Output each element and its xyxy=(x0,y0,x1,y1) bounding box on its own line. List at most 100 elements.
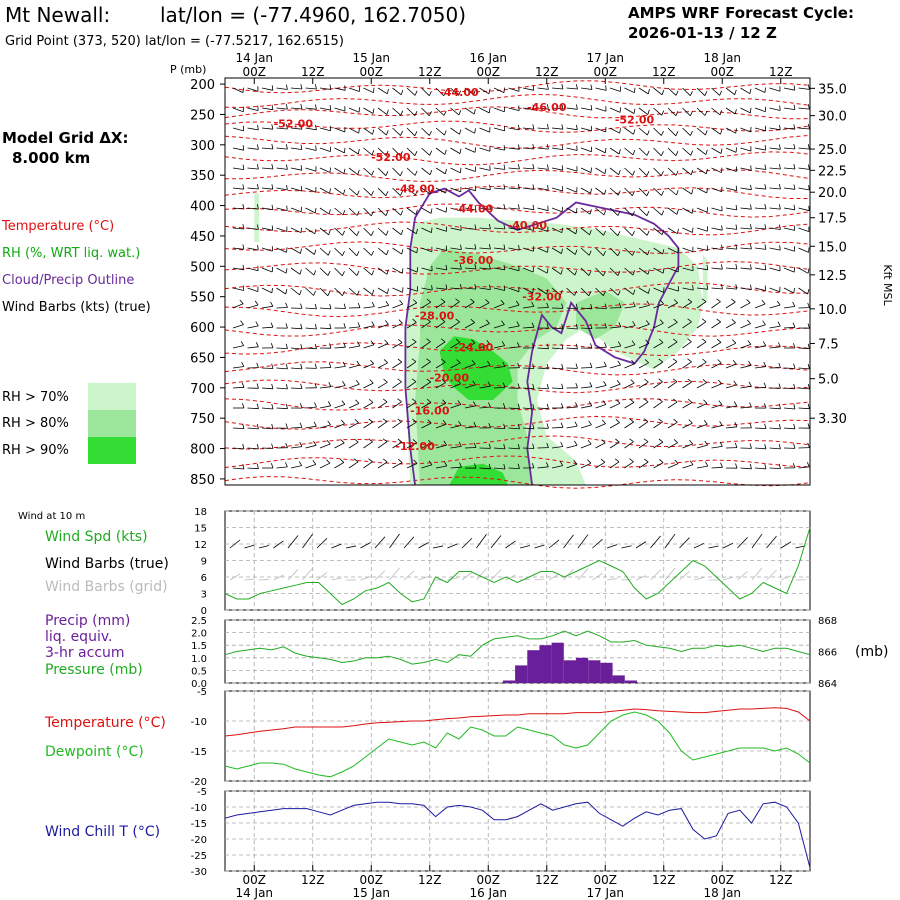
wind-barb-flag xyxy=(617,190,621,196)
time-tick-label: 00Z xyxy=(360,65,384,79)
wind-barb-flag xyxy=(314,208,317,214)
panel-tick-label: 3 xyxy=(201,590,207,601)
grid-wind-barb xyxy=(418,576,429,581)
wind-barb xyxy=(653,401,663,409)
wind-barb-flag xyxy=(673,418,678,423)
wind-barb-flag xyxy=(807,323,810,329)
grid-wind-barb xyxy=(664,567,676,581)
temperature-label: -20.00 xyxy=(430,372,470,385)
wind-barb xyxy=(406,442,417,449)
wind-barb-flag xyxy=(749,402,752,408)
wind-barb-flag xyxy=(426,318,431,323)
wind-barb xyxy=(595,267,604,277)
wind-barb xyxy=(769,107,781,111)
wind-barb-flag xyxy=(427,419,432,424)
wind-barb xyxy=(435,361,446,369)
wind-barb xyxy=(479,167,491,171)
wind-barb xyxy=(566,267,576,276)
wind-barb xyxy=(450,341,461,349)
wind-barb xyxy=(711,404,723,409)
wind-barb xyxy=(783,367,796,369)
wind-barb xyxy=(464,426,476,429)
wind-barb xyxy=(638,227,648,236)
wind-barb-flag xyxy=(371,270,375,276)
wind-barb xyxy=(392,107,402,116)
wind-barb-flag xyxy=(458,420,462,426)
wind-barb-flag xyxy=(489,184,491,190)
wind-barb-flag xyxy=(718,379,722,384)
wind-barb-flag xyxy=(371,150,375,156)
wind-barb xyxy=(624,147,634,156)
wind-barb xyxy=(537,167,549,170)
wind-barb-flag xyxy=(778,164,781,170)
wind-barb-flag xyxy=(370,359,374,365)
wind-barb-flag xyxy=(299,441,303,447)
wind-barb xyxy=(363,287,373,295)
wind-barb xyxy=(638,381,649,389)
legend-rh: RH (%, WRT liq. wat.) xyxy=(2,246,140,261)
wind-barb xyxy=(769,207,781,210)
wind-barb xyxy=(261,227,273,231)
wind-barb-flag xyxy=(690,169,694,175)
rh-key-90-label: RH > 90% xyxy=(2,443,69,458)
wind-barb xyxy=(624,325,636,329)
wind-barb-flag xyxy=(734,422,738,427)
wind-barb-flag xyxy=(326,439,331,445)
wind-barb xyxy=(421,443,432,449)
wind-barb xyxy=(638,362,649,369)
wind-barb xyxy=(421,167,431,176)
grid-wind-barb xyxy=(244,578,255,581)
wind-barb-flag xyxy=(575,228,578,234)
wind-barb xyxy=(667,107,677,116)
pressure-tick-label: 200 xyxy=(190,78,215,93)
wind-barb xyxy=(232,167,244,170)
wind-barb-flag xyxy=(445,245,448,251)
wind-barb xyxy=(696,403,708,409)
wind-barb xyxy=(595,107,607,112)
wind-barb xyxy=(319,207,330,215)
wind-barb xyxy=(595,307,607,309)
wind-barb xyxy=(319,167,331,173)
grid-wind-barb xyxy=(751,567,763,581)
wind-barb-flag xyxy=(750,165,752,171)
wind-barb xyxy=(638,343,650,349)
temp-legend-temperature: Temperature (°C) xyxy=(44,715,166,731)
wind-barb-flag xyxy=(561,124,564,130)
wind-barb xyxy=(740,127,751,133)
wind-barb xyxy=(493,247,505,250)
wind-barb xyxy=(421,267,433,272)
wind-barb-flag xyxy=(561,165,564,171)
wind-barb xyxy=(682,147,691,156)
rh-key-70-label: RH > 70% xyxy=(2,390,69,405)
wind-barb-flag xyxy=(807,104,810,110)
time-tick-label: 00Z xyxy=(594,873,618,887)
wind-barb-flag xyxy=(459,264,462,270)
wind-barb xyxy=(522,127,534,130)
wind-barb xyxy=(334,207,344,216)
wind-barb-flag xyxy=(385,150,389,156)
wind-barb-flag xyxy=(329,167,331,173)
wind-barb-flag xyxy=(645,339,650,344)
wind-barb xyxy=(609,345,621,349)
wind-barb xyxy=(305,327,317,330)
wind-barb-flag xyxy=(473,89,476,95)
wind-barb xyxy=(653,303,664,309)
wind-barb-flag xyxy=(471,359,476,365)
wind-barb-flag xyxy=(503,87,505,93)
wind-barb xyxy=(377,401,388,409)
wind-barb-flag xyxy=(271,463,274,469)
wind-barb xyxy=(290,327,303,330)
wind-barb xyxy=(769,167,781,170)
wind-barb-flag xyxy=(444,168,447,174)
wind-barb-flag xyxy=(587,459,592,464)
wind-barb-flag xyxy=(397,398,402,403)
pressure-tick-label: 868 xyxy=(818,616,837,627)
wind-barb xyxy=(232,324,244,329)
wind-barb xyxy=(464,167,476,172)
wind-barb xyxy=(769,325,781,329)
wind-barb xyxy=(377,147,387,156)
wind-barb xyxy=(377,343,389,349)
wind-barb-flag xyxy=(460,167,462,173)
wind-barb-flag xyxy=(689,439,694,445)
panel-tick-label: -20 xyxy=(191,777,207,788)
